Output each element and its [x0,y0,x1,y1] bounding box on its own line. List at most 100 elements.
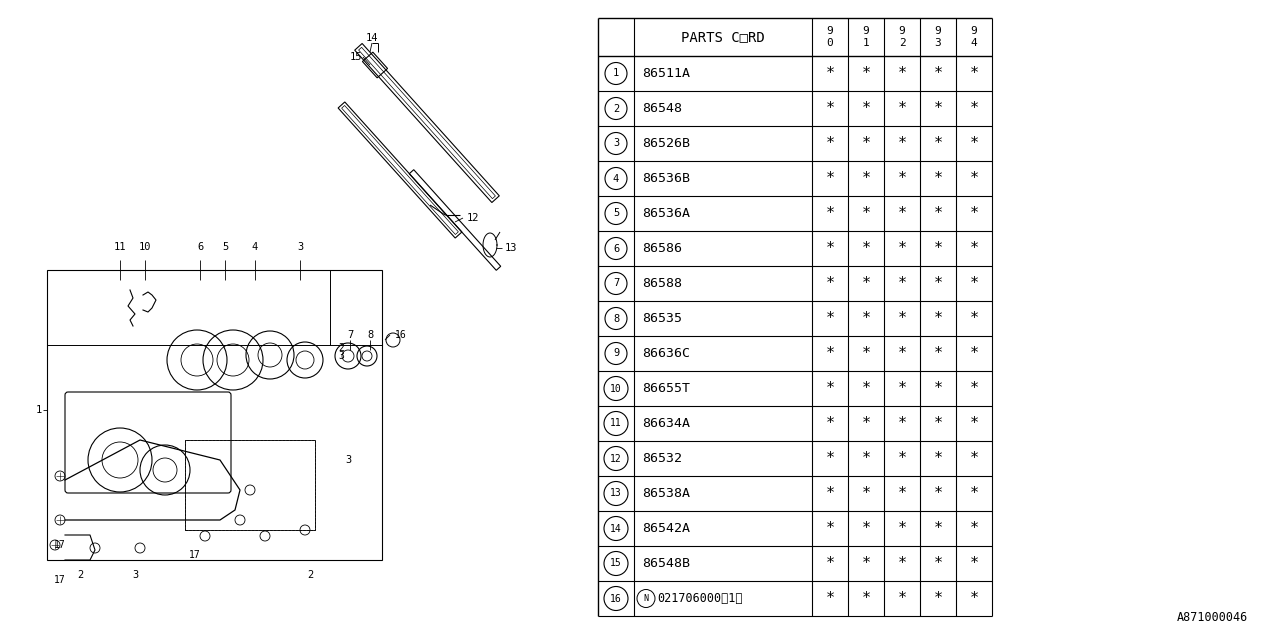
Text: *: * [861,416,870,431]
Text: 14: 14 [366,33,379,43]
Bar [47,270,381,560]
Text: 2: 2 [307,570,314,580]
Text: 10: 10 [138,242,151,252]
Text: 5: 5 [221,242,228,252]
Text: 4: 4 [613,173,620,184]
Text: *: * [969,241,979,256]
Text: 11: 11 [611,419,622,429]
Text: *: * [897,241,906,256]
Text: 16: 16 [396,330,407,340]
Text: 9
0: 9 0 [827,26,833,48]
Text: *: * [969,311,979,326]
Text: 86542A: 86542A [643,522,690,535]
Text: *: * [969,451,979,466]
Text: 7: 7 [613,278,620,289]
Text: 14: 14 [611,524,622,534]
Text: 2: 2 [613,104,620,113]
Text: *: * [897,101,906,116]
Text: *: * [933,346,942,361]
Text: *: * [969,381,979,396]
Text: *: * [897,486,906,501]
Text: *: * [861,241,870,256]
Text: *: * [969,416,979,431]
Text: *: * [933,171,942,186]
Text: 8: 8 [613,314,620,323]
Text: *: * [933,381,942,396]
Text: *: * [861,66,870,81]
Text: *: * [897,451,906,466]
Text: *: * [861,171,870,186]
Text: 86532: 86532 [643,452,682,465]
Text: *: * [897,556,906,571]
Text: 12: 12 [611,454,622,463]
Text: 17: 17 [189,550,201,560]
Text: *: * [826,136,835,151]
Text: *: * [861,381,870,396]
Text: *: * [826,101,835,116]
Text: *: * [933,66,942,81]
Text: *: * [826,591,835,606]
Text: 021706000、1、: 021706000、1、 [657,592,742,605]
Text: *: * [826,206,835,221]
Text: 13: 13 [506,243,517,253]
Text: *: * [861,136,870,151]
Text: *: * [897,206,906,221]
Text: *: * [826,486,835,501]
Text: 7: 7 [347,330,353,340]
Text: *: * [897,381,906,396]
Text: *: * [969,346,979,361]
Text: PARTS C□RD: PARTS C□RD [681,30,765,44]
Text: 86634A: 86634A [643,417,690,430]
Text: *: * [969,486,979,501]
Text: 86536B: 86536B [643,172,690,185]
Text: 17: 17 [54,575,65,585]
Text: 86535: 86535 [643,312,682,325]
Text: 10: 10 [611,383,622,394]
Text: 12: 12 [467,213,480,223]
Text: *: * [861,346,870,361]
Text: *: * [969,206,979,221]
Text: *: * [969,171,979,186]
Text: 15: 15 [349,52,362,62]
Text: 86655T: 86655T [643,382,690,395]
Text: 86536A: 86536A [643,207,690,220]
Text: 86538A: 86538A [643,487,690,500]
Bar [186,440,315,530]
Text: *: * [861,311,870,326]
Text: *: * [933,311,942,326]
Text: *: * [897,416,906,431]
Bar [186,440,315,530]
Text: *: * [861,206,870,221]
Text: 2: 2 [338,343,344,353]
Text: 1: 1 [36,405,42,415]
Text: *: * [933,136,942,151]
Text: *: * [969,66,979,81]
Text: *: * [826,241,835,256]
Text: *: * [933,451,942,466]
Text: *: * [826,276,835,291]
Text: 3: 3 [346,455,351,465]
Text: *: * [969,521,979,536]
Text: 11: 11 [114,242,127,252]
Text: *: * [897,276,906,291]
Text: *: * [933,521,942,536]
Text: *: * [861,101,870,116]
Text: 3: 3 [613,138,620,148]
Text: *: * [933,276,942,291]
Text: *: * [861,276,870,291]
Text: *: * [933,556,942,571]
Text: 86511A: 86511A [643,67,690,80]
Text: *: * [861,591,870,606]
Text: 86526B: 86526B [643,137,690,150]
Text: 9
2: 9 2 [899,26,905,48]
Text: *: * [826,171,835,186]
Text: *: * [826,66,835,81]
Text: 9
3: 9 3 [934,26,941,48]
Text: *: * [826,451,835,466]
Text: 6: 6 [613,243,620,253]
Text: 2: 2 [77,570,83,580]
Text: 17: 17 [54,540,65,550]
Text: 8: 8 [367,330,374,340]
Text: 1: 1 [613,68,620,79]
Text: *: * [969,101,979,116]
